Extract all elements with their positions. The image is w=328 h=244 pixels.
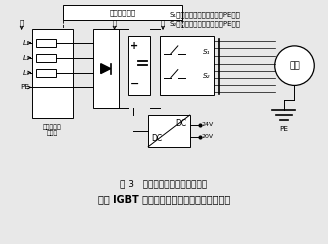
Text: 滤波器: 滤波器: [47, 131, 58, 136]
Text: 20V: 20V: [202, 134, 214, 139]
Bar: [160, 36, 215, 95]
Text: L₂: L₂: [23, 55, 30, 61]
Text: +: +: [130, 41, 138, 51]
Text: S₁: S₁: [203, 49, 210, 55]
Text: PE: PE: [279, 126, 288, 132]
Text: DC: DC: [152, 134, 163, 143]
Text: 24V: 24V: [202, 122, 214, 127]
Text: 电机: 电机: [289, 61, 300, 70]
Bar: [63, 5, 182, 20]
Text: S₁闭合：电解电容的正极与PE相连: S₁闭合：电解电容的正极与PE相连: [170, 11, 241, 18]
Text: S₂: S₂: [203, 72, 210, 79]
Text: 共模高频噪声: 共模高频噪声: [109, 10, 135, 16]
Text: 变频器自带: 变频器自带: [43, 124, 62, 130]
Text: S₂闭合：电解电容的负极与PE相连: S₂闭合：电解电容的负极与PE相连: [170, 21, 241, 27]
Text: DC: DC: [175, 120, 186, 129]
Text: L₃: L₃: [23, 70, 30, 76]
Text: 小: 小: [19, 20, 24, 26]
Text: 快速 IGBT 以高频周期性地将正负极与地相连: 快速 IGBT 以高频周期性地将正负极与地相连: [98, 194, 230, 204]
Bar: [36, 69, 56, 77]
Text: 大: 大: [113, 20, 117, 26]
Text: 大: 大: [161, 20, 165, 26]
Text: −: −: [130, 78, 139, 88]
Text: 图 3   产生较高直流电压的原因：: 图 3 产生较高直流电压的原因：: [120, 180, 208, 189]
Text: PE: PE: [21, 84, 30, 90]
Text: L₁: L₁: [23, 40, 30, 46]
Bar: [93, 29, 118, 108]
Bar: [36, 54, 56, 62]
Bar: [36, 39, 56, 47]
Bar: [31, 29, 73, 118]
Polygon shape: [101, 64, 111, 73]
Bar: [128, 36, 150, 95]
Circle shape: [275, 46, 314, 85]
Bar: [148, 115, 190, 147]
